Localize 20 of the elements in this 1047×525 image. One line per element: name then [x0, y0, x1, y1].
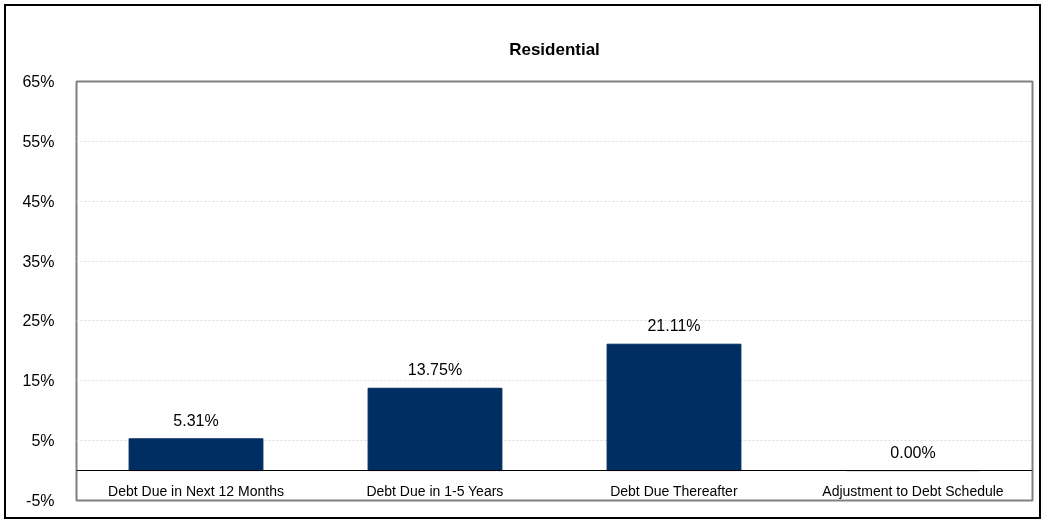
bar	[128, 438, 264, 472]
x-tick-label: Debt Due in 1-5 Years	[366, 482, 504, 499]
data-label: 5.31%	[173, 411, 219, 429]
y-tick-label: 45%	[22, 192, 55, 210]
y-tick-label: 35%	[22, 252, 55, 270]
x-tick-label: Adjustment to Debt Schedule	[822, 482, 1004, 499]
x-tick-label: Debt Due Thereafter	[610, 482, 738, 499]
y-tick-label: 25%	[22, 312, 55, 330]
y-tick-label: -5%	[26, 492, 55, 509]
data-label: 0.00%	[890, 443, 936, 461]
x-tick-label: Debt Due in Next 12 Months	[108, 482, 284, 499]
bar	[367, 387, 503, 472]
chart-title: Residential	[509, 39, 600, 59]
bar	[606, 343, 742, 472]
data-label: 13.75%	[407, 361, 463, 379]
y-tick-label: 65%	[22, 73, 55, 90]
data-label: 21.11%	[647, 317, 701, 335]
y-tick-label: 55%	[22, 132, 55, 150]
y-tick-label: 15%	[22, 372, 55, 390]
y-tick-label: 5%	[31, 432, 55, 450]
